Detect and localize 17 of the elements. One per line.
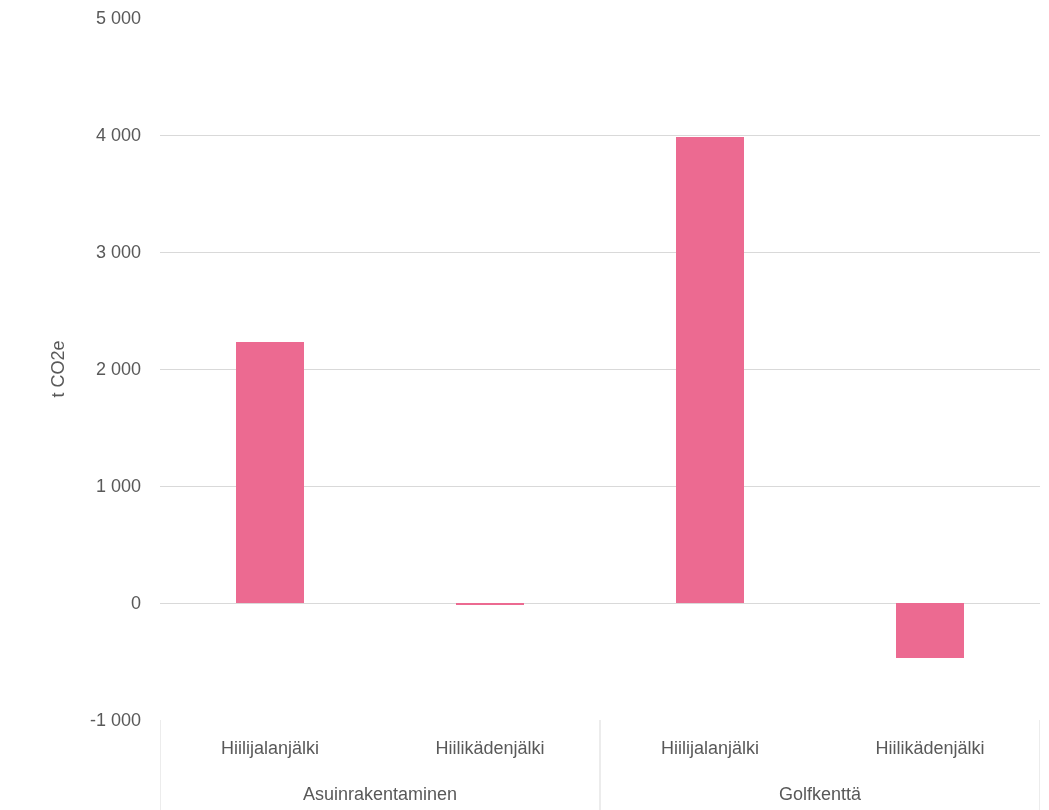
y-axis-title: t CO2e [48,340,69,398]
y-tick-label: 3 000 [95,242,141,263]
y-tick-label: 0 [130,593,141,614]
y-tick-label: -1 000 [89,710,141,731]
bar [896,603,964,658]
x-tick-label: Hiilijalanjälki [660,738,760,758]
y-tick-label: 1 000 [95,476,141,497]
x-tick-label: Hiilijalanjälki [220,738,320,758]
y-tick-label: 2 000 [95,359,141,380]
y-tick-label: 4 000 [95,125,141,146]
text: Golfkenttä [779,784,863,804]
text: Asuinrakentaminen [303,784,458,804]
y-tick-label: 5 000 [95,8,141,29]
x-tick-label: Hiilikädenjälki [875,738,985,758]
bar [236,342,304,603]
x-tick-label: Hiilikädenjälki [435,738,545,758]
bar [676,137,744,603]
